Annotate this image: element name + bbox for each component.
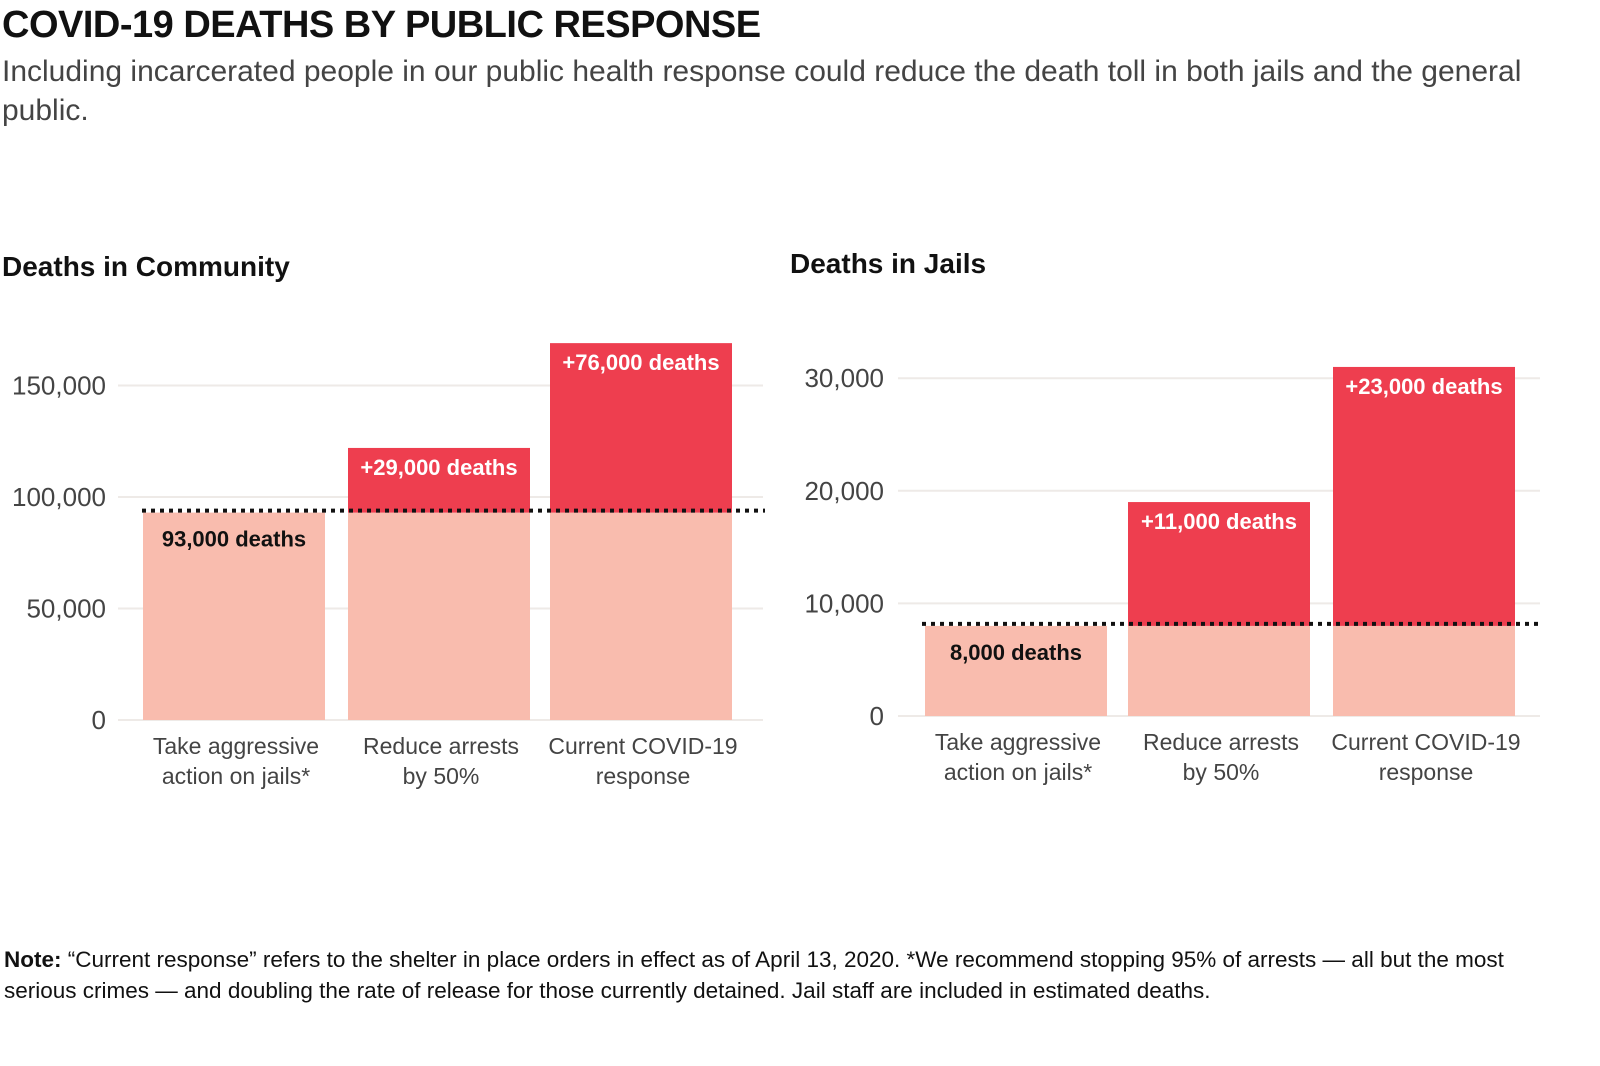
page-subtitle: Including incarcerated people in our pub…	[2, 55, 1522, 127]
bar-added	[550, 343, 732, 513]
chart-title-jails: Deaths in Jails	[790, 248, 986, 279]
x-category-label: Reduce arrests	[1143, 729, 1299, 755]
y-tick-label: 50,000	[26, 594, 106, 624]
y-tick-label: 30,000	[804, 363, 884, 393]
data-label: 93,000 deaths	[162, 527, 306, 552]
page-title: COVID-19 DEATHS BY PUBLIC RESPONSE	[2, 4, 761, 46]
data-label: +23,000 deaths	[1345, 374, 1502, 399]
x-category-label: Current COVID-19	[548, 733, 737, 759]
x-category-label: action on jails*	[162, 763, 310, 789]
bar-added	[348, 447, 530, 513]
x-category-label: action on jails*	[944, 759, 1092, 785]
bar-base	[925, 625, 1107, 716]
bar-base	[1128, 625, 1310, 716]
x-category-label: by 50%	[1183, 759, 1260, 785]
data-label: +11,000 deaths	[1141, 509, 1297, 534]
x-category-label: response	[596, 763, 691, 789]
y-tick-label: 0	[92, 705, 106, 735]
data-label: +29,000 deaths	[360, 455, 517, 480]
note-label: Note:	[4, 947, 62, 972]
y-tick-label: 150,000	[12, 371, 106, 401]
y-tick-label: 0	[870, 701, 884, 731]
x-category-label: Reduce arrests	[363, 733, 519, 759]
x-category-label: Take aggressive	[153, 733, 319, 759]
bar-base	[1333, 625, 1515, 716]
y-tick-label: 10,000	[804, 588, 884, 618]
chart-title-community: Deaths in Community	[2, 251, 290, 282]
x-category-label: Take aggressive	[935, 729, 1101, 755]
bar-added	[1128, 502, 1310, 626]
y-tick-label: 100,000	[12, 482, 106, 512]
data-label: 8,000 deaths	[950, 640, 1082, 665]
bar-base	[348, 512, 530, 720]
bar-base	[143, 512, 325, 720]
bar-added	[1333, 366, 1515, 626]
note-text: “Current response” refers to the shelter…	[4, 947, 1504, 1003]
x-category-label: by 50%	[403, 763, 480, 789]
bar-base	[550, 512, 732, 720]
x-category-label: response	[1379, 759, 1474, 785]
x-category-label: Current COVID-19	[1331, 729, 1520, 755]
data-label: +76,000 deaths	[562, 350, 719, 375]
footnote: Note: “Current response” refers to the s…	[4, 944, 1564, 1006]
y-tick-label: 20,000	[804, 476, 884, 506]
